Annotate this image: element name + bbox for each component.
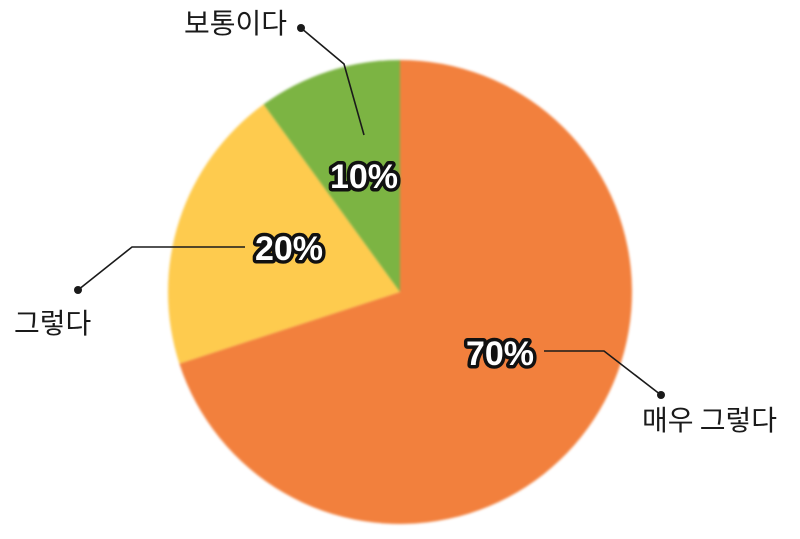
svg-text:70%: 70% (466, 335, 534, 373)
svg-text:보통이다: 보통이다 (184, 2, 287, 42)
svg-text:매우 그렇다: 매우 그렇다 (642, 399, 777, 439)
svg-text:20%: 20% (255, 230, 323, 268)
svg-text:그렇다: 그렇다 (14, 302, 91, 342)
svg-text:10%: 10% (330, 158, 398, 196)
